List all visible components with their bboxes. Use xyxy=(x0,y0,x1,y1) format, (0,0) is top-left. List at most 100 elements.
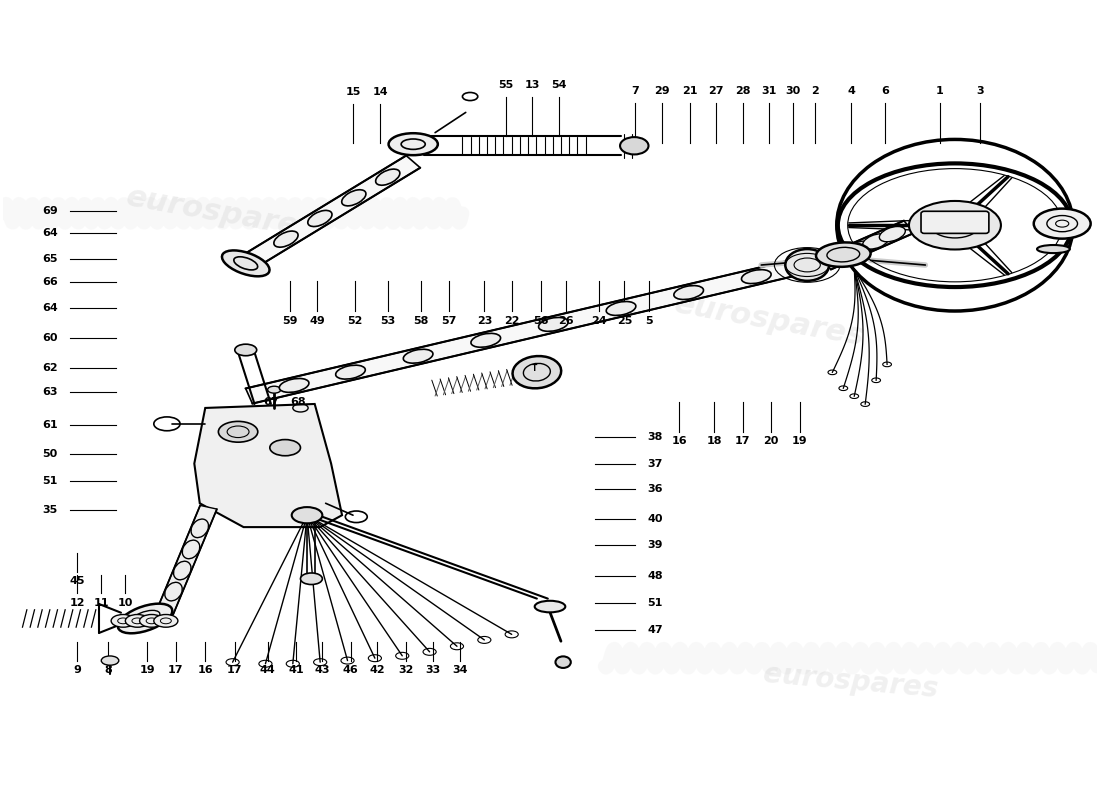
Text: 3: 3 xyxy=(977,86,983,96)
Text: 66: 66 xyxy=(42,278,57,287)
Text: eurospares: eurospares xyxy=(124,182,319,244)
Ellipse shape xyxy=(308,210,332,226)
Text: 49: 49 xyxy=(309,315,324,326)
Text: 54: 54 xyxy=(551,80,566,90)
Text: 4: 4 xyxy=(847,86,855,96)
Text: 55: 55 xyxy=(498,80,514,90)
Polygon shape xyxy=(195,404,342,527)
Text: 50: 50 xyxy=(42,449,57,459)
Text: 40: 40 xyxy=(647,514,663,524)
Text: 51: 51 xyxy=(42,476,57,486)
Ellipse shape xyxy=(539,318,569,331)
Text: 11: 11 xyxy=(94,598,109,607)
Text: 57: 57 xyxy=(441,315,456,326)
Text: 60: 60 xyxy=(42,333,57,343)
Ellipse shape xyxy=(111,614,135,627)
Text: 39: 39 xyxy=(647,539,663,550)
Text: 26: 26 xyxy=(559,315,574,326)
Text: 29: 29 xyxy=(653,86,670,96)
Text: 61: 61 xyxy=(42,421,57,430)
Text: 64: 64 xyxy=(42,228,57,238)
Ellipse shape xyxy=(125,614,150,627)
Ellipse shape xyxy=(375,169,400,186)
Text: 6: 6 xyxy=(881,86,889,96)
Text: 17: 17 xyxy=(735,436,750,446)
Text: 59: 59 xyxy=(282,315,297,326)
Text: 35: 35 xyxy=(42,505,57,514)
Polygon shape xyxy=(821,221,914,270)
Ellipse shape xyxy=(513,356,561,388)
Text: 32: 32 xyxy=(398,665,414,675)
Ellipse shape xyxy=(274,231,298,247)
Ellipse shape xyxy=(234,344,256,356)
Ellipse shape xyxy=(140,614,164,627)
Text: 58: 58 xyxy=(414,315,429,326)
Ellipse shape xyxy=(1034,209,1091,238)
Text: 18: 18 xyxy=(706,436,722,446)
Text: 2: 2 xyxy=(811,86,818,96)
Ellipse shape xyxy=(404,350,433,363)
Text: 10: 10 xyxy=(118,598,133,607)
Ellipse shape xyxy=(101,656,119,666)
Text: 24: 24 xyxy=(592,315,607,326)
Text: T: T xyxy=(532,364,538,373)
Text: 47: 47 xyxy=(647,626,663,635)
Ellipse shape xyxy=(183,540,200,558)
Ellipse shape xyxy=(846,241,872,256)
Ellipse shape xyxy=(620,137,649,154)
Text: 25: 25 xyxy=(617,315,632,326)
Ellipse shape xyxy=(879,226,905,242)
Text: 41: 41 xyxy=(288,665,304,675)
Ellipse shape xyxy=(279,378,309,392)
Text: 52: 52 xyxy=(348,315,363,326)
Text: 21: 21 xyxy=(682,86,697,96)
Text: 30: 30 xyxy=(785,86,801,96)
Text: 51: 51 xyxy=(648,598,663,608)
Text: 64: 64 xyxy=(42,303,57,313)
Text: 63: 63 xyxy=(42,387,57,397)
Text: 17: 17 xyxy=(168,665,184,675)
Text: 48: 48 xyxy=(647,571,663,582)
Ellipse shape xyxy=(336,365,365,379)
Ellipse shape xyxy=(404,138,424,153)
Text: 67: 67 xyxy=(263,397,278,406)
Ellipse shape xyxy=(674,286,704,299)
Text: 69: 69 xyxy=(42,206,57,216)
Ellipse shape xyxy=(829,249,856,264)
Text: 31: 31 xyxy=(761,86,777,96)
Text: 46: 46 xyxy=(343,665,359,675)
Ellipse shape xyxy=(840,245,873,253)
Text: 12: 12 xyxy=(69,598,85,607)
Text: 37: 37 xyxy=(648,458,663,469)
Text: 28: 28 xyxy=(735,86,750,96)
Text: 22: 22 xyxy=(504,315,519,326)
Text: 7: 7 xyxy=(631,86,639,96)
Ellipse shape xyxy=(606,302,636,315)
Text: 5: 5 xyxy=(645,315,652,326)
Ellipse shape xyxy=(862,234,889,249)
Text: 19: 19 xyxy=(140,665,155,675)
Text: 68: 68 xyxy=(290,397,306,406)
Ellipse shape xyxy=(909,201,1001,250)
Text: 36: 36 xyxy=(647,484,663,494)
Ellipse shape xyxy=(174,562,191,580)
Text: 53: 53 xyxy=(381,315,396,326)
Ellipse shape xyxy=(270,439,300,456)
Text: 45: 45 xyxy=(69,576,85,586)
Text: 65: 65 xyxy=(42,254,57,263)
Text: 19: 19 xyxy=(792,436,807,446)
Text: 33: 33 xyxy=(426,665,440,675)
Ellipse shape xyxy=(388,134,438,155)
Ellipse shape xyxy=(816,242,870,267)
Text: 27: 27 xyxy=(708,86,724,96)
Text: 16: 16 xyxy=(671,436,688,446)
Text: 43: 43 xyxy=(315,665,330,675)
Polygon shape xyxy=(236,155,420,271)
Ellipse shape xyxy=(222,250,270,276)
Text: 20: 20 xyxy=(763,436,779,446)
Polygon shape xyxy=(156,506,217,614)
Ellipse shape xyxy=(342,190,366,206)
Ellipse shape xyxy=(219,422,257,442)
Ellipse shape xyxy=(292,507,322,523)
Text: eurospares: eurospares xyxy=(671,290,867,351)
